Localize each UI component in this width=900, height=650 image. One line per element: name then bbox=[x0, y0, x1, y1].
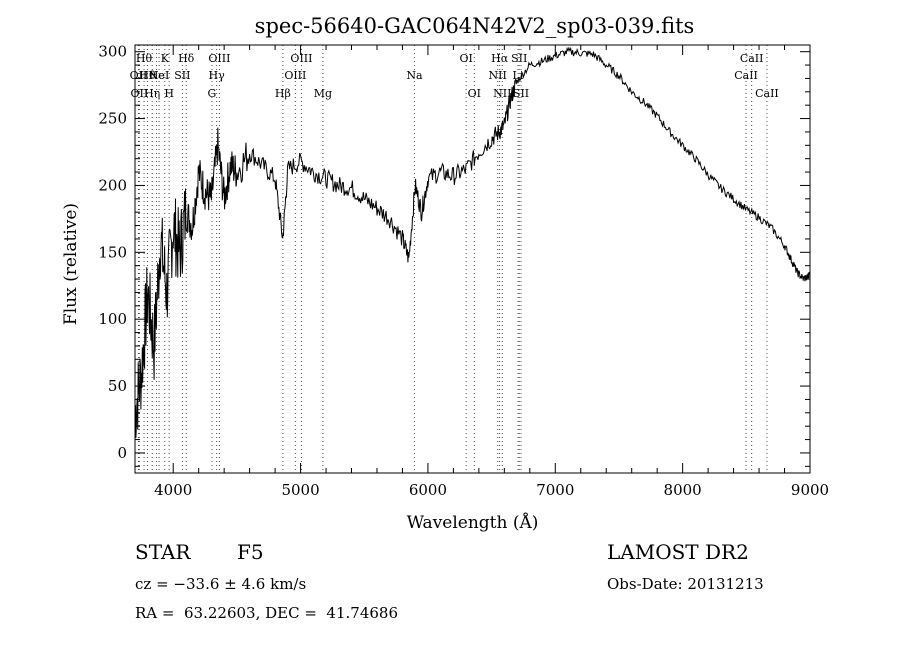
y-tick-label: 0 bbox=[117, 444, 127, 462]
line-marker-label: NII bbox=[489, 69, 507, 82]
line-marker-label: OI bbox=[459, 52, 472, 65]
y-tick-label: 150 bbox=[98, 243, 127, 261]
x-tick-label: 7000 bbox=[536, 481, 574, 499]
line-marker-label: Na bbox=[406, 69, 423, 82]
line-marker-label: Hδ bbox=[178, 52, 195, 65]
line-marker-label: K bbox=[161, 52, 170, 65]
x-tick-label: 5000 bbox=[281, 481, 319, 499]
spectrum-line bbox=[134, 46, 811, 438]
object-class-label: STAR bbox=[135, 540, 191, 564]
x-tick-label: 8000 bbox=[664, 481, 702, 499]
line-marker-label: G bbox=[208, 87, 217, 100]
survey-label: LAMOST DR2 bbox=[607, 540, 749, 564]
observation-date: Obs-Date: 20131213 bbox=[607, 575, 764, 593]
y-tick-label: 300 bbox=[98, 43, 127, 61]
line-marker-label: Hθ bbox=[136, 52, 153, 65]
line-marker-label: SII bbox=[513, 87, 529, 100]
chart-title: spec-56640-GAC064N42V2_sp03-039.fits bbox=[255, 14, 695, 38]
line-marker-label: Ne bbox=[148, 69, 164, 82]
line-marker-label: Li bbox=[513, 69, 524, 82]
object-subclass-label: F5 bbox=[237, 540, 264, 564]
line-marker-label: OII bbox=[130, 69, 148, 82]
x-tick-label: 9000 bbox=[791, 481, 829, 499]
line-marker-label: CaII bbox=[734, 69, 758, 82]
line-marker-label: Mg bbox=[314, 87, 332, 100]
line-marker-label: Hα bbox=[491, 52, 509, 65]
x-axis-label: Wavelength (Å) bbox=[407, 512, 539, 533]
redshift-velocity: cz = −33.6 ± 4.6 km/s bbox=[135, 575, 307, 593]
line-marker-label: H bbox=[164, 87, 174, 100]
line-marker-label: Hθ bbox=[139, 69, 156, 82]
line-marker-label: CaII bbox=[740, 52, 764, 65]
line-marker-label: Hη bbox=[144, 87, 160, 100]
line-marker-label: OIII bbox=[208, 52, 230, 65]
line-marker-label: OIII bbox=[290, 52, 312, 65]
line-marker-label: NII bbox=[493, 87, 511, 100]
line-marker-label: SII bbox=[174, 69, 190, 82]
line-marker-label: CaII bbox=[755, 87, 779, 100]
y-axis-label: Flux (relative) bbox=[61, 203, 81, 325]
line-marker-label: Hγ bbox=[209, 69, 226, 82]
y-tick-label: 200 bbox=[98, 176, 127, 194]
line-marker-label: SII bbox=[511, 52, 527, 65]
x-tick-label: 4000 bbox=[154, 481, 192, 499]
sky-coordinates: RA = 63.22603, DEC = 41.74686 bbox=[135, 604, 399, 622]
line-marker-label: OI bbox=[468, 87, 481, 100]
line-marker-label: OIII bbox=[284, 69, 306, 82]
plot-frame bbox=[134, 44, 811, 474]
line-marker-label: HeI bbox=[149, 69, 169, 82]
y-tick-label: 250 bbox=[98, 110, 127, 128]
y-tick-label: 100 bbox=[98, 310, 127, 328]
y-tick-label: 50 bbox=[108, 377, 127, 395]
x-tick-label: 6000 bbox=[409, 481, 447, 499]
line-marker-label: Hβ bbox=[275, 87, 291, 100]
